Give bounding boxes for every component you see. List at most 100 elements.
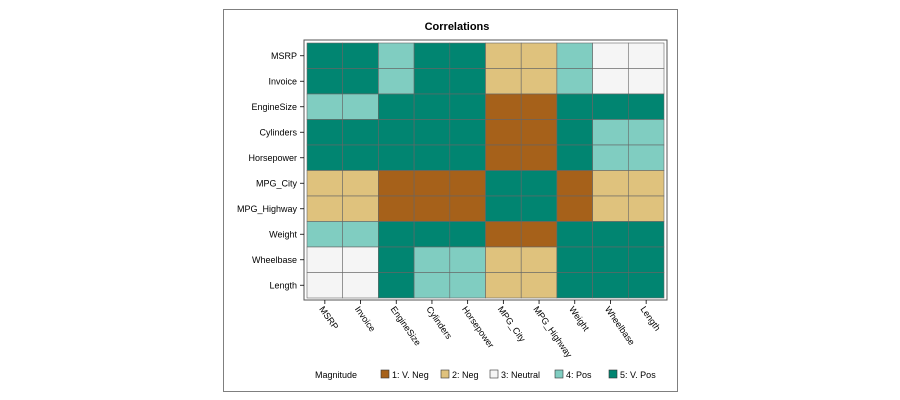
heatmap-cell bbox=[342, 119, 379, 146]
y-tick-label: Invoice bbox=[268, 76, 297, 86]
heatmap-cell bbox=[592, 246, 629, 273]
heatmap-cell bbox=[520, 195, 558, 222]
heatmap-cell bbox=[592, 119, 629, 146]
heatmap-cell bbox=[592, 195, 629, 222]
heatmap-cell bbox=[449, 170, 486, 197]
heatmap-cell bbox=[556, 144, 593, 171]
heatmap-cell bbox=[342, 272, 379, 299]
heatmap-cell bbox=[378, 195, 415, 222]
x-tick-label: Cylinders bbox=[424, 304, 454, 341]
heatmap-cell bbox=[556, 42, 593, 69]
heatmap-cell bbox=[342, 42, 379, 69]
heatmap-cell bbox=[413, 144, 451, 171]
heatmap-cell bbox=[627, 170, 665, 197]
x-tick-label: Weight bbox=[567, 304, 591, 333]
y-tick-label: Wheelbase bbox=[252, 255, 297, 265]
x-tick-label: EngineSize bbox=[389, 304, 423, 347]
heatmap-cell bbox=[627, 42, 665, 69]
heatmap-cell bbox=[485, 119, 522, 146]
y-tick-label: Horsepower bbox=[248, 153, 297, 163]
heatmap-cell bbox=[378, 93, 415, 120]
x-tick-label: Wheelbase bbox=[603, 304, 637, 347]
heatmap-cell bbox=[413, 246, 451, 273]
heatmap-cell bbox=[556, 221, 593, 248]
heatmap-cell bbox=[306, 119, 344, 146]
heatmap-cell bbox=[627, 272, 665, 299]
heatmap-cell bbox=[485, 93, 522, 120]
heatmap-cell bbox=[342, 144, 379, 171]
y-tick-label: EngineSize bbox=[251, 102, 297, 112]
x-tick-label: Length bbox=[639, 304, 663, 332]
chart-figure: Correlations MSRP Invoice EngineSize Cylind… bbox=[223, 9, 678, 392]
heatmap-cell bbox=[556, 68, 593, 95]
y-tick-label: MPG_Highway bbox=[237, 204, 298, 214]
heatmap-cell bbox=[627, 195, 665, 222]
heatmap-cell bbox=[378, 68, 415, 95]
heatmap-cell bbox=[449, 221, 486, 248]
heatmap-cell bbox=[449, 144, 486, 171]
legend-label: 1: V. Neg bbox=[392, 370, 429, 380]
heatmap-cell bbox=[378, 272, 415, 299]
heatmap-cell bbox=[449, 68, 486, 95]
heatmap-cell bbox=[413, 68, 451, 95]
x-tick-label: MSRP bbox=[317, 304, 340, 331]
heatmap-cell bbox=[520, 93, 558, 120]
heatmap-cell bbox=[413, 272, 451, 299]
heatmap-cell bbox=[520, 42, 558, 69]
heatmap-cell bbox=[378, 246, 415, 273]
heatmap-cell bbox=[306, 195, 344, 222]
heatmap-cell bbox=[520, 170, 558, 197]
heatmap-cell bbox=[485, 42, 522, 69]
heatmap-cell bbox=[485, 144, 522, 171]
heatmap-cell bbox=[306, 246, 344, 273]
x-tick-label: Invoice bbox=[353, 304, 378, 333]
legend-swatch bbox=[380, 369, 390, 379]
y-tick-label: Length bbox=[269, 280, 297, 290]
heatmap-cell bbox=[556, 170, 593, 197]
heatmap-cell bbox=[378, 170, 415, 197]
legend-swatch bbox=[489, 369, 499, 379]
heatmap-cell bbox=[592, 42, 629, 69]
heatmap-cell bbox=[413, 119, 451, 146]
heatmap-cell bbox=[520, 272, 558, 299]
heatmap-cell bbox=[378, 144, 415, 171]
legend-label: 3: Neutral bbox=[501, 370, 540, 380]
heatmap-chart: Correlations MSRPInvoiceEngineSizeCylind… bbox=[237, 21, 668, 380]
heatmap-cell bbox=[520, 144, 558, 171]
legend-label: 2: Neg bbox=[452, 370, 479, 380]
x-tick-label: Horsepower bbox=[460, 304, 496, 349]
heatmap-cell bbox=[342, 246, 379, 273]
heatmap-cell bbox=[485, 272, 522, 299]
heatmap-cell bbox=[449, 93, 486, 120]
heatmap-cell bbox=[342, 93, 379, 120]
heatmap-cell bbox=[413, 42, 451, 69]
heatmap-cell bbox=[592, 144, 629, 171]
heatmap-cell bbox=[485, 170, 522, 197]
heatmap-cell bbox=[449, 42, 486, 69]
heatmap-cell bbox=[592, 221, 629, 248]
heatmap-cell bbox=[342, 68, 379, 95]
y-axis: MSRP Invoice EngineSize Cylinders Horsepower… bbox=[237, 51, 304, 290]
x-axis: MSRP Invoice EngineSize Cylinders Horsepower… bbox=[317, 300, 662, 360]
heatmap-cell bbox=[378, 42, 415, 69]
heatmap-cell bbox=[413, 221, 451, 248]
y-tick-label: Cylinders bbox=[259, 127, 297, 137]
x-tick-label: MPG_Highway bbox=[531, 304, 574, 359]
heatmap-cell bbox=[306, 221, 344, 248]
heatmap-cell bbox=[306, 144, 344, 171]
heatmap-cell bbox=[520, 246, 558, 273]
heatmap-cell bbox=[627, 119, 665, 146]
heatmap-cell bbox=[306, 272, 344, 299]
heatmap-cell bbox=[556, 119, 593, 146]
heatmap-cell bbox=[485, 68, 522, 95]
heatmap-cell bbox=[520, 119, 558, 146]
plot-frame bbox=[303, 39, 668, 301]
heatmap-cell bbox=[556, 246, 593, 273]
heatmap-cell bbox=[378, 221, 415, 248]
heatmap-cell bbox=[306, 93, 344, 120]
x-tick-label: MPG_City bbox=[496, 304, 528, 344]
heatmap-cell bbox=[449, 119, 486, 146]
heatmap-cell bbox=[378, 119, 415, 146]
heatmap-cell bbox=[592, 68, 629, 95]
legend-label: 5: V. Pos bbox=[620, 370, 656, 380]
